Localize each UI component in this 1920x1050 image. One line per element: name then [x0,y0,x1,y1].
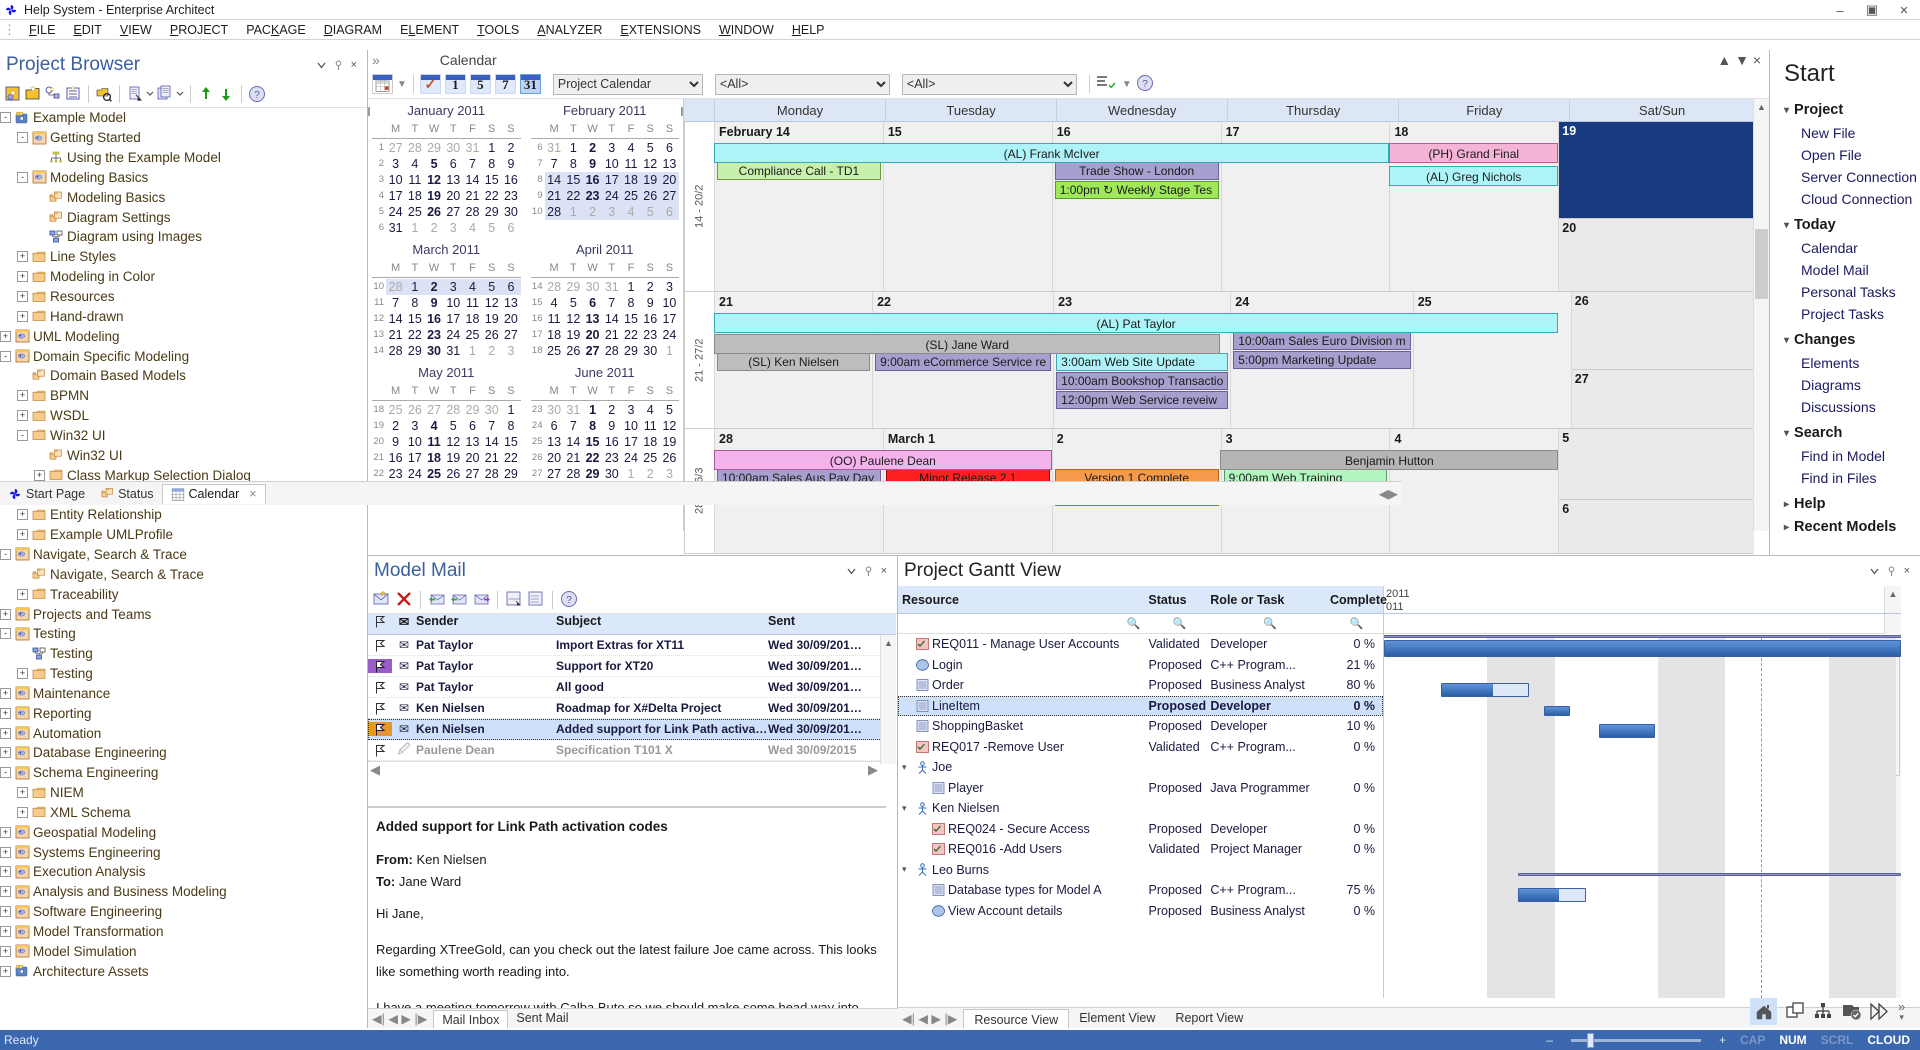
svg-text:?: ? [1142,79,1148,90]
svg-text:?: ? [566,595,572,606]
svg-text:?: ? [254,90,260,101]
